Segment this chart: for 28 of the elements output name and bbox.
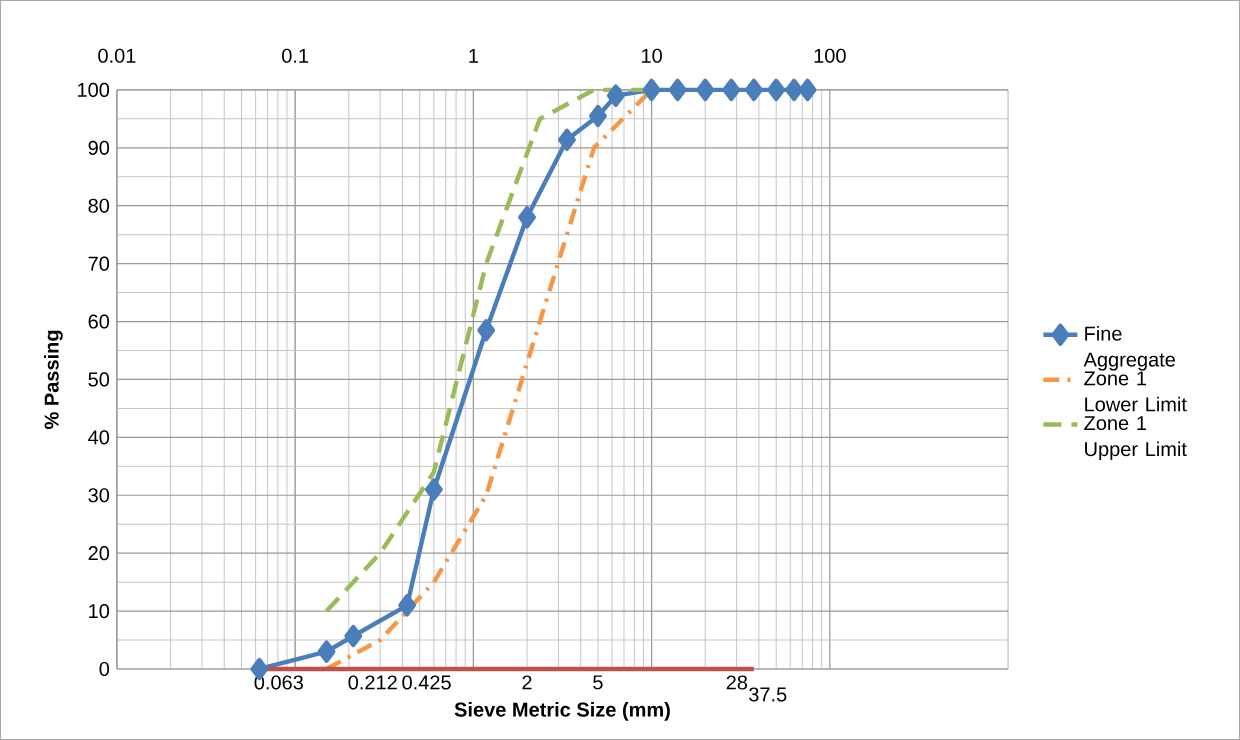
annotation: 5 xyxy=(593,675,603,690)
legend-label: Fine Aggregate xyxy=(1083,326,1175,371)
annotation: 28 xyxy=(726,675,748,690)
y-tick-label: 30 xyxy=(88,488,110,503)
y-tick-label: 60 xyxy=(88,314,110,329)
annotation: 0.212 xyxy=(348,675,397,690)
y-tick-label: 100 xyxy=(78,82,110,98)
y-axis-title: % Passing xyxy=(44,330,63,430)
annotation: 2 xyxy=(522,675,532,690)
x-tick-label: 10 xyxy=(642,48,662,63)
x-tick-label: 0.01 xyxy=(98,48,136,63)
y-tick-label: 10 xyxy=(89,604,110,619)
x-tick-label: 100 xyxy=(814,48,846,63)
x-tick-label: 0.1 xyxy=(282,48,309,63)
y-tick-label: 70 xyxy=(88,256,110,271)
legend-label: Zone 1 Upper Limit xyxy=(1084,416,1187,461)
x-axis-title: Sieve Metric Size (mm) xyxy=(454,702,670,721)
annotation: 0.425 xyxy=(402,675,451,690)
annotation: 0.063 xyxy=(254,675,303,690)
y-tick-label: 40 xyxy=(88,430,110,445)
legend-label: Zone 1 Lower Limit xyxy=(1084,371,1187,412)
y-tick-label: 0 xyxy=(99,661,110,677)
y-tick-label: 90 xyxy=(88,140,110,155)
x-tick-label: 1 xyxy=(469,49,478,63)
y-tick-label: 80 xyxy=(88,198,110,213)
y-tick-label: 20 xyxy=(88,546,110,561)
annotation: 37.5 xyxy=(749,687,787,702)
y-tick-label: 50 xyxy=(88,372,110,387)
